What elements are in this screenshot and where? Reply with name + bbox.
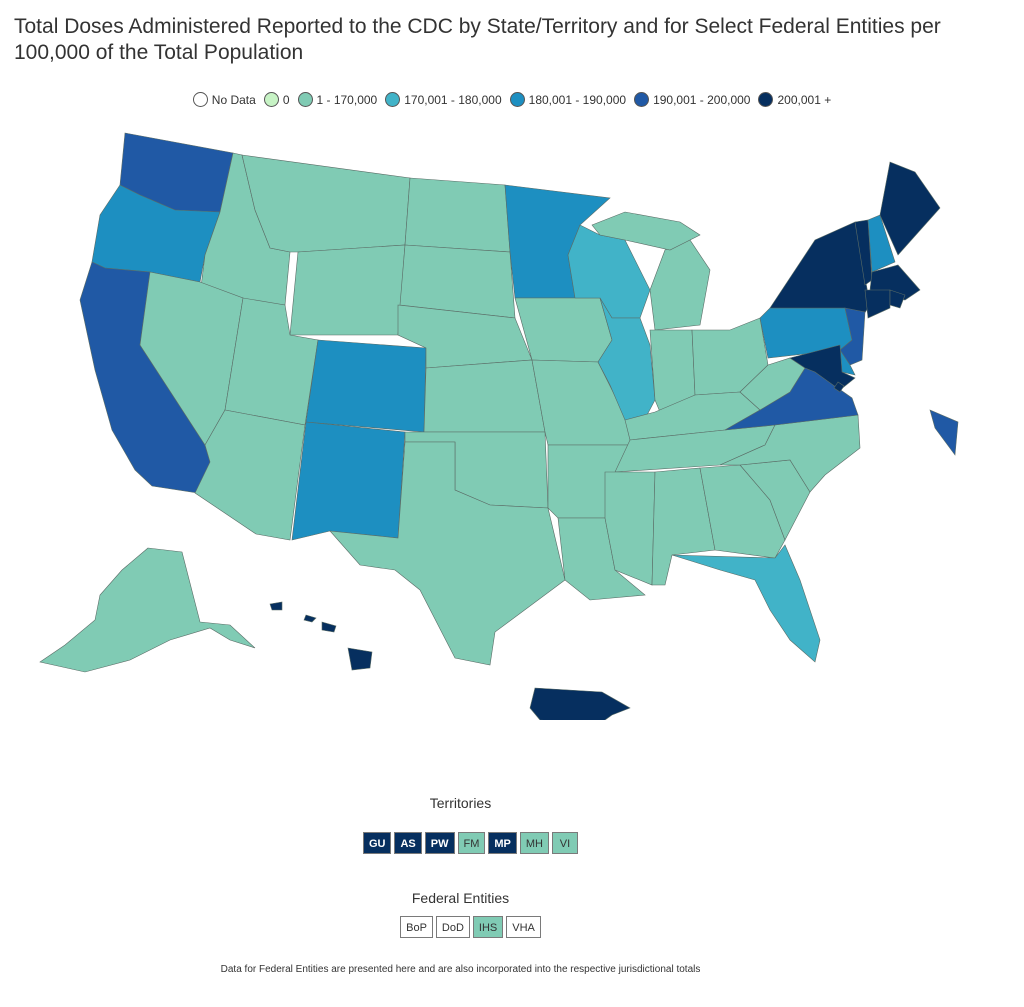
- state-ak[interactable]: [39, 547, 256, 673]
- federal-vha-box[interactable]: VHA: [506, 916, 541, 938]
- territory-fm-box[interactable]: FM: [457, 832, 486, 854]
- legend-label: 190,001 - 200,000: [653, 92, 751, 107]
- state-va[interactable]: [929, 409, 959, 456]
- state-ct[interactable]: [864, 289, 891, 319]
- state-ri[interactable]: [889, 289, 906, 309]
- legend-item[interactable]: 1 - 170,000: [297, 92, 378, 107]
- state-hi[interactable]: [269, 601, 283, 611]
- legend-label: 170,001 - 180,000: [404, 92, 502, 107]
- state-co[interactable]: [305, 339, 427, 433]
- legend-item[interactable]: No Data: [192, 92, 256, 107]
- legend-item[interactable]: 200,001 +: [758, 92, 831, 107]
- legend-item[interactable]: 0: [263, 92, 290, 107]
- footnote: Data for Federal Entities are presented …: [220, 964, 701, 975]
- legend-label: 1 - 170,000: [316, 92, 378, 107]
- state-nd[interactable]: [404, 177, 511, 253]
- page-title: Total Doses Administered Reported to the…: [14, 15, 941, 64]
- state-dc[interactable]: [833, 381, 845, 393]
- state-mt[interactable]: [241, 154, 411, 253]
- state-nm[interactable]: [291, 421, 406, 541]
- state-hi[interactable]: [347, 647, 373, 671]
- state-nh[interactable]: [867, 214, 896, 273]
- legend-swatch: [297, 92, 313, 107]
- territory-vi-box[interactable]: VI: [552, 832, 578, 854]
- legend-label: 0: [282, 92, 290, 107]
- legend-swatch: [192, 92, 208, 107]
- legend-swatch: [634, 92, 650, 107]
- legend-swatch: [385, 92, 401, 107]
- us-choropleth-map: [39, 132, 959, 720]
- state-tx[interactable]: [329, 441, 566, 666]
- legend-item[interactable]: 180,001 - 190,000: [509, 92, 627, 107]
- legend-swatch: [758, 92, 774, 107]
- legend-item[interactable]: 170,001 - 180,000: [385, 92, 502, 107]
- federal-entities-title: Federal Entities: [411, 890, 510, 906]
- map-legend: No Data 0 1 - 170,000 170,001 - 180,000 180,…: [0, 92, 1024, 110]
- state-ms[interactable]: [604, 471, 656, 586]
- federal-ihs-box[interactable]: IHS: [472, 916, 504, 938]
- territory-as-box[interactable]: AS: [394, 832, 422, 854]
- legend-label: 180,001 - 190,000: [528, 92, 627, 107]
- state-ia[interactable]: [514, 297, 613, 363]
- state-ny[interactable]: [769, 221, 871, 321]
- state-pr[interactable]: [529, 687, 631, 720]
- territories-box-row: GU AS PW FM MP MH VI: [0, 832, 944, 854]
- state-wi[interactable]: [567, 224, 651, 319]
- territories-title: Territories: [429, 795, 492, 811]
- state-wy[interactable]: [289, 244, 406, 336]
- state-me[interactable]: [879, 161, 941, 256]
- legend-swatch: [263, 92, 279, 107]
- territory-gu-box[interactable]: GU: [362, 832, 392, 854]
- territory-mh-box[interactable]: MH: [519, 832, 549, 854]
- state-hi[interactable]: [321, 621, 337, 633]
- state-mi[interactable]: [649, 239, 711, 331]
- legend-label: 200,001 +: [777, 92, 832, 107]
- federal-bop-box[interactable]: BoP: [400, 916, 433, 938]
- state-az[interactable]: [194, 409, 306, 541]
- state-fl[interactable]: [671, 544, 821, 663]
- legend-label: No Data: [211, 92, 256, 107]
- federal-dod-box[interactable]: DoD: [435, 916, 470, 938]
- legend-swatch: [509, 92, 525, 107]
- legend-item[interactable]: 190,001 - 200,000: [634, 92, 750, 107]
- territory-mp-box[interactable]: MP: [488, 832, 517, 854]
- territory-pw-box[interactable]: PW: [424, 832, 455, 854]
- state-ks[interactable]: [423, 359, 546, 433]
- state-mi[interactable]: [591, 211, 701, 251]
- state-hi[interactable]: [303, 614, 317, 623]
- state-md[interactable]: [789, 344, 856, 391]
- federal-entities-box-row: BoP DoD IHS VHA: [0, 916, 944, 938]
